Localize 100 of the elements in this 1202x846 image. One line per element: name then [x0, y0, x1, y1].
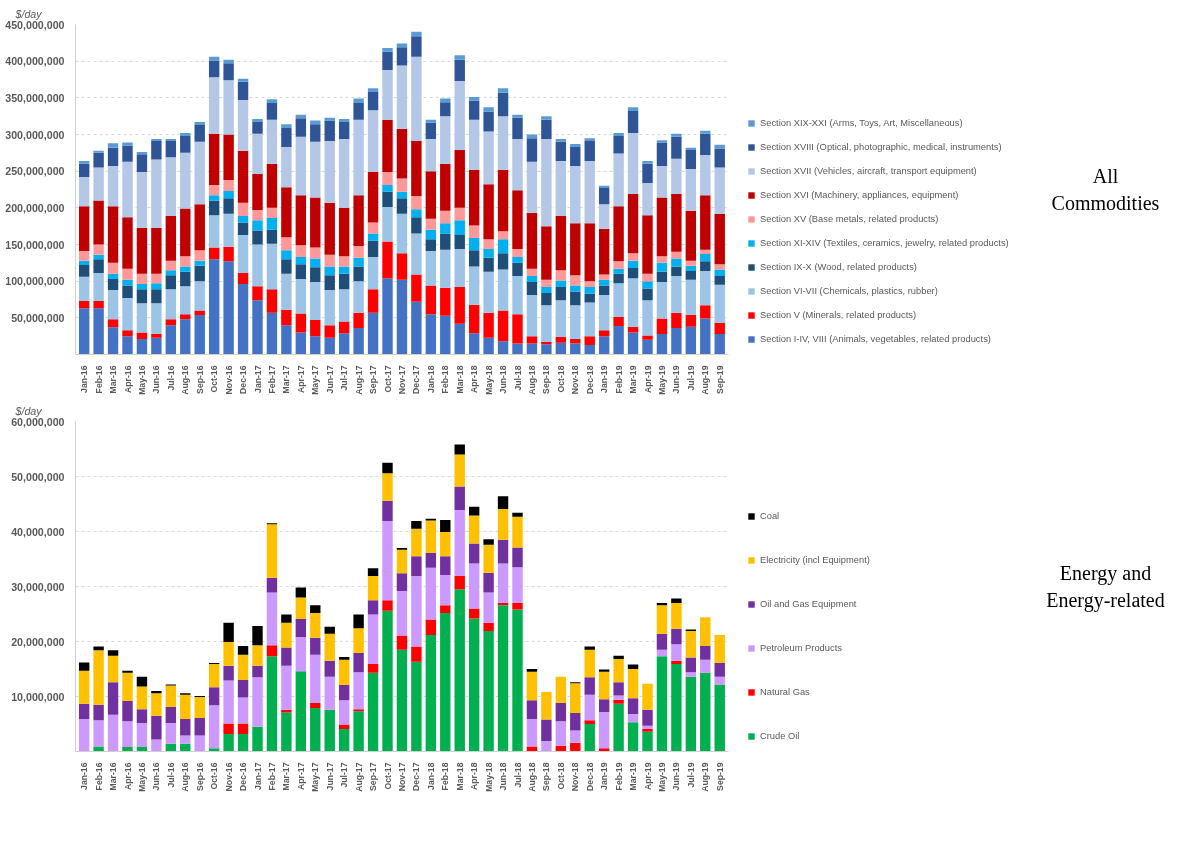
bar [151, 227, 162, 274]
bar [295, 136, 307, 196]
bar [396, 253, 408, 280]
bar [468, 506, 480, 516]
bar [281, 325, 292, 355]
bar [483, 539, 494, 545]
bar [483, 312, 494, 338]
bar [78, 662, 90, 671]
x-tick-label: Jan-18 [425, 365, 436, 393]
bar [685, 168, 697, 211]
bar [454, 323, 465, 355]
legend-label: Section IX-X (Wood, related products) [760, 262, 917, 272]
bar [237, 273, 249, 285]
bar [642, 731, 653, 752]
bar [367, 88, 379, 92]
bar [454, 454, 465, 487]
x-tick-label: Mar-18 [454, 365, 465, 394]
bar [266, 99, 278, 103]
bar [512, 114, 523, 118]
bar [627, 332, 639, 355]
bar [107, 262, 119, 274]
bar [310, 258, 321, 268]
bar [468, 515, 480, 544]
bar [512, 603, 523, 610]
bar [165, 289, 177, 320]
bar [93, 254, 104, 260]
bar [497, 310, 509, 342]
bar [656, 140, 668, 143]
bar [671, 133, 682, 137]
bar [425, 314, 437, 355]
bar [627, 698, 639, 715]
bar [714, 276, 725, 285]
bar [700, 254, 711, 262]
legend-label: Petroleum Products [760, 643, 842, 653]
bar [598, 188, 610, 205]
bar [411, 217, 422, 234]
bar [468, 225, 480, 238]
bar [165, 141, 177, 158]
bar [281, 259, 292, 274]
bar [93, 273, 104, 301]
bar [512, 117, 523, 139]
bar [252, 677, 263, 727]
bar [613, 659, 624, 683]
bar [570, 730, 581, 743]
bar [512, 516, 523, 548]
bar [338, 656, 350, 660]
bar [237, 723, 249, 734]
bar [613, 135, 624, 154]
bar [411, 274, 422, 302]
bar [613, 655, 624, 660]
bar [555, 280, 567, 288]
x-tick-label: Mar-19 [628, 762, 639, 791]
bar [338, 273, 350, 290]
bar [78, 251, 90, 261]
bar [468, 237, 480, 251]
bar [93, 720, 104, 747]
bar [570, 339, 581, 344]
bar [353, 98, 364, 103]
bar [425, 285, 437, 315]
bar [700, 130, 711, 134]
x-tick-label: Sep-17 [368, 365, 379, 394]
bar [613, 682, 624, 696]
bar [396, 549, 408, 574]
bar [324, 626, 335, 634]
bar [367, 91, 379, 111]
bar [78, 670, 90, 704]
bar [208, 259, 220, 355]
x-tick-label: Nov-18 [570, 365, 581, 395]
x-tick-label: Mar-16 [108, 365, 119, 394]
bar [382, 521, 393, 601]
bar [541, 138, 552, 227]
bar [237, 100, 249, 151]
bar [714, 333, 725, 355]
bar [165, 215, 177, 261]
bar [180, 735, 191, 744]
bar [526, 719, 538, 747]
bar [613, 283, 624, 318]
bar [180, 271, 191, 287]
bar [367, 289, 379, 313]
bar [526, 669, 538, 672]
bar [353, 312, 364, 329]
bar [194, 124, 205, 142]
legend-label: Section XVIII (Optical, photographic, medical, instruments) [760, 142, 1002, 152]
bar [671, 258, 682, 267]
bar [454, 576, 465, 590]
bar [208, 687, 220, 706]
x-tick-label: Apr-18 [469, 762, 480, 790]
bar [598, 336, 610, 355]
bar [295, 618, 307, 638]
bar [237, 222, 249, 235]
bar [541, 226, 552, 280]
x-tick-label: Oct-16 [209, 365, 220, 393]
bar [367, 110, 379, 172]
bar [208, 215, 220, 248]
bar [367, 256, 379, 290]
bar [671, 251, 682, 259]
bar [656, 633, 668, 650]
bar [310, 708, 321, 752]
legend-label: Section XV (Base metals, related products) [760, 214, 939, 224]
bar [613, 206, 624, 262]
